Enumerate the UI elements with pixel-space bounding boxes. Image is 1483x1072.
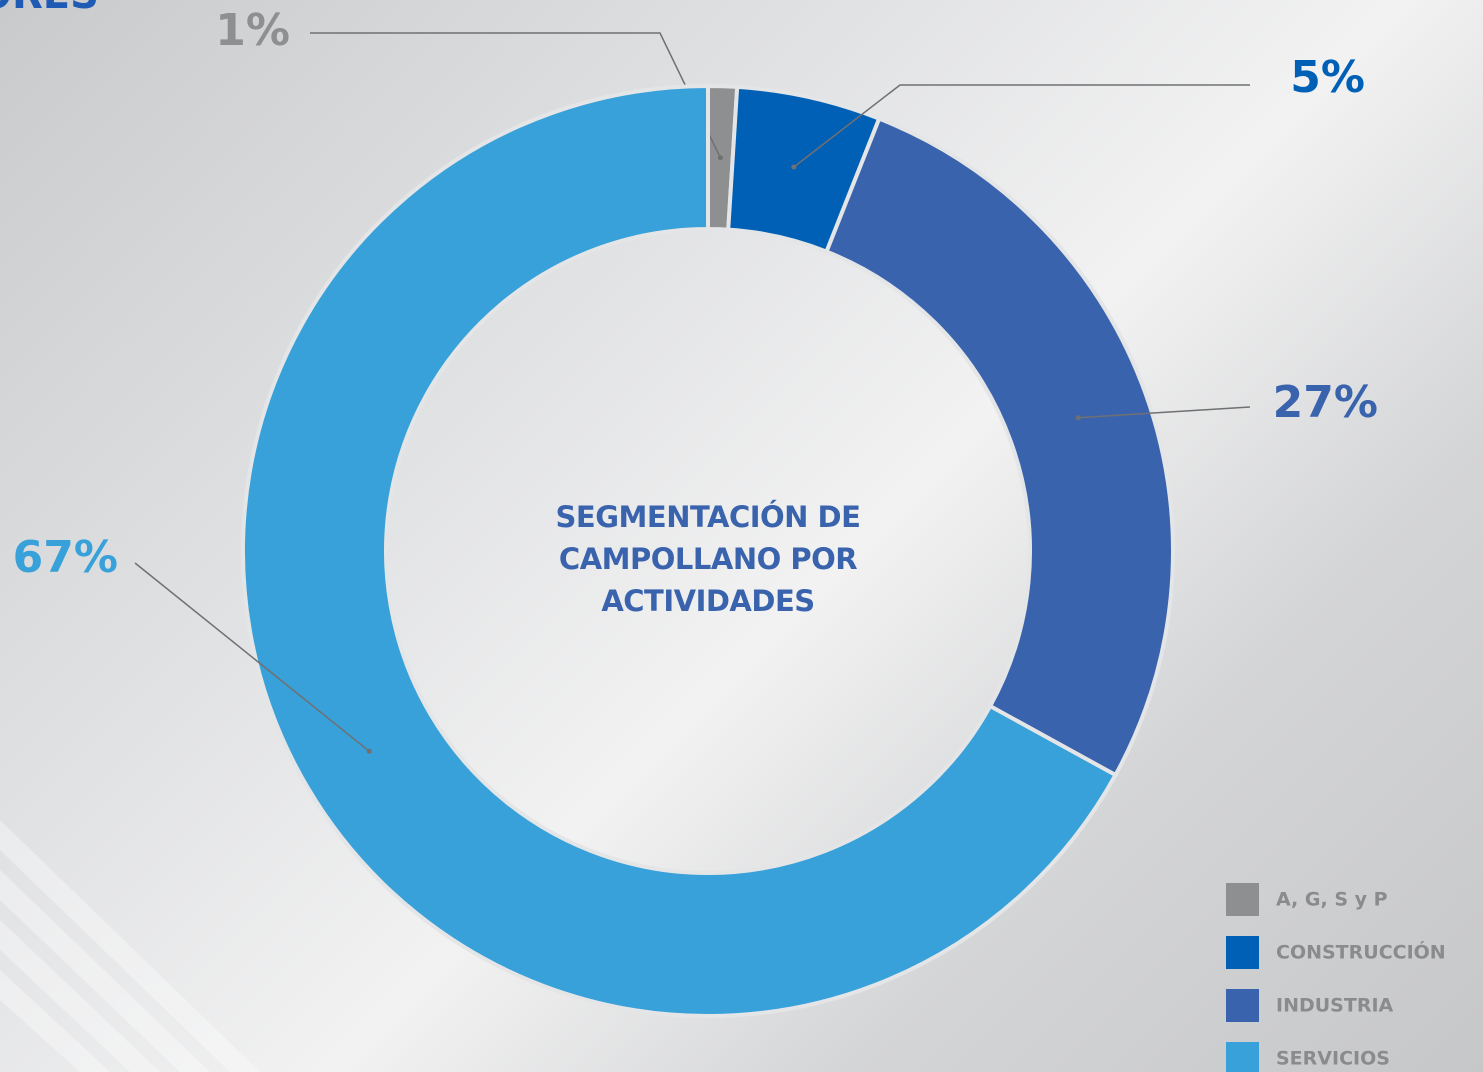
legend-swatch — [1226, 936, 1259, 969]
legend-label: SERVICIOS — [1276, 1048, 1390, 1070]
legend-label: A, G, S y P — [1276, 889, 1388, 911]
legend-label: INDUSTRIA — [1276, 995, 1394, 1017]
leader-dot — [791, 164, 797, 170]
legend-swatch — [1226, 1042, 1259, 1072]
decor-stripes — [0, 820, 260, 1072]
donut-segment — [241, 83, 1119, 1018]
page-heading: ORES — [0, 0, 99, 18]
legend-label: CONSTRUCCIÓN — [1276, 940, 1446, 964]
value-label: 1% — [215, 5, 290, 56]
chart-title: SEGMENTACIÓN DE CAMPOLLANO POR ACTIVIDAD… — [555, 500, 861, 618]
value-label: 5% — [1290, 52, 1365, 103]
donut-segment — [823, 116, 1175, 778]
legend-swatch — [1226, 989, 1259, 1022]
leader-dot — [1075, 415, 1081, 421]
legend-swatch — [1226, 883, 1259, 916]
leader-line — [134, 562, 370, 752]
leader-line — [793, 84, 1250, 168]
value-label: 67% — [13, 532, 118, 583]
value-label: 27% — [1273, 377, 1378, 428]
leader-dot — [717, 155, 723, 161]
leader-dot — [366, 748, 372, 754]
leader-line — [1078, 406, 1251, 419]
